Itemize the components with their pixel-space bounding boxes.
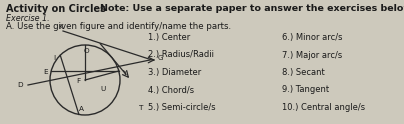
Text: 6.) Minor arc/s: 6.) Minor arc/s bbox=[282, 33, 343, 42]
Text: T: T bbox=[139, 105, 143, 111]
Text: I: I bbox=[53, 55, 55, 61]
Text: Y: Y bbox=[123, 70, 127, 76]
Text: A: A bbox=[80, 107, 84, 112]
Text: A. Use the given figure and identify/name the parts.: A. Use the given figure and identify/nam… bbox=[6, 22, 231, 31]
Text: Exercise 1.: Exercise 1. bbox=[6, 14, 50, 23]
Text: G: G bbox=[157, 55, 163, 61]
Text: K: K bbox=[59, 24, 63, 30]
Text: 2.) Radius/Radii: 2.) Radius/Radii bbox=[148, 50, 214, 60]
Text: 4.) Chord/s: 4.) Chord/s bbox=[148, 86, 194, 94]
Text: 7.) Major arc/s: 7.) Major arc/s bbox=[282, 50, 342, 60]
Text: F: F bbox=[76, 78, 80, 84]
Text: 8.) Secant: 8.) Secant bbox=[282, 68, 325, 77]
Text: E: E bbox=[43, 69, 48, 75]
Text: Activity on Circles: Activity on Circles bbox=[6, 4, 106, 14]
Text: D: D bbox=[17, 82, 23, 88]
Text: 9.) Tangent: 9.) Tangent bbox=[282, 86, 329, 94]
Text: U: U bbox=[100, 86, 105, 92]
Text: 5.) Semi-circle/s: 5.) Semi-circle/s bbox=[148, 103, 216, 112]
Text: 1.) Center: 1.) Center bbox=[148, 33, 190, 42]
Text: O: O bbox=[83, 48, 89, 54]
Text: 10.) Central angle/s: 10.) Central angle/s bbox=[282, 103, 365, 112]
Text: Note: Use a separate paper to answer the exercises below: Note: Use a separate paper to answer the… bbox=[100, 4, 404, 13]
Text: 3.) Diameter: 3.) Diameter bbox=[148, 68, 201, 77]
